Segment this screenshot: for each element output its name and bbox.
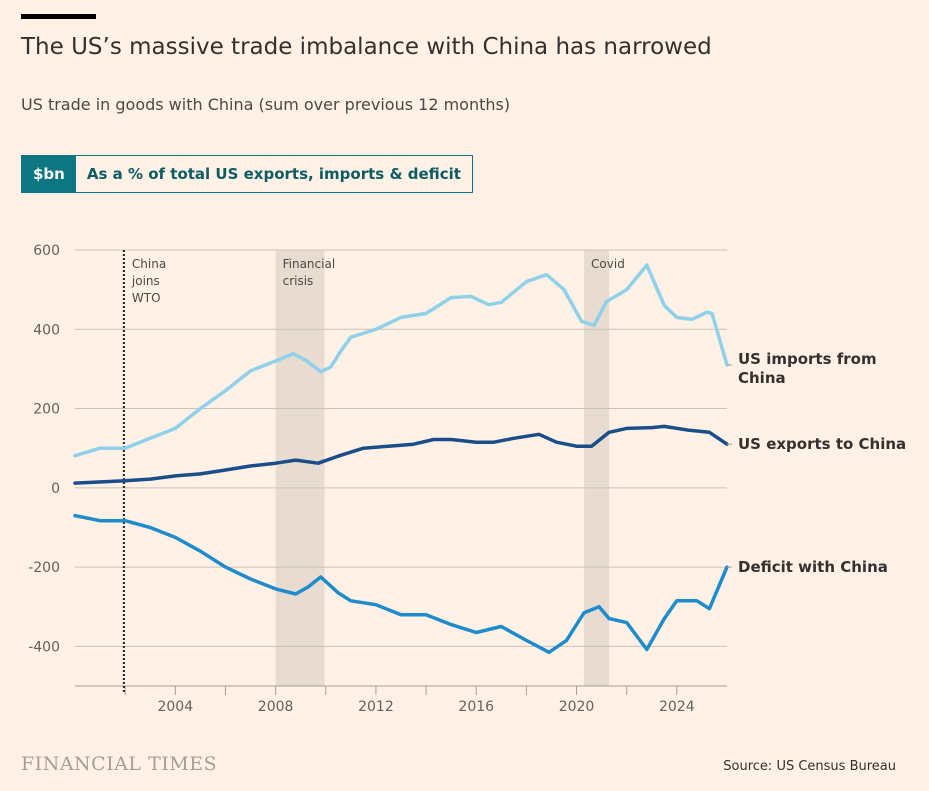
series-label: Deficit with China bbox=[738, 558, 888, 576]
chart-subtitle: US trade in goods with China (sum over p… bbox=[21, 95, 511, 114]
band-label: Financial bbox=[283, 257, 336, 271]
ft-logo: FINANCIAL TIMES bbox=[21, 753, 218, 775]
y-tick-label: -200 bbox=[28, 560, 60, 576]
shaded-band bbox=[275, 250, 325, 686]
x-tick-label: 2012 bbox=[358, 699, 394, 715]
y-tick-label: 400 bbox=[33, 322, 60, 338]
series-label: China bbox=[738, 369, 786, 387]
brand-bar bbox=[21, 14, 96, 19]
toggle-bn[interactable]: $bn bbox=[22, 156, 76, 192]
x-tick-label: 2004 bbox=[157, 699, 193, 715]
series-label: US imports from bbox=[738, 350, 877, 368]
y-tick-label: -400 bbox=[28, 639, 60, 655]
source-note: Source: US Census Bureau bbox=[723, 759, 896, 774]
y-tick-label: 600 bbox=[33, 243, 60, 259]
wto-label: joins bbox=[131, 274, 160, 288]
wto-label: WTO bbox=[132, 291, 161, 305]
x-tick-label: 2016 bbox=[458, 699, 494, 715]
unit-toggle: $bn As a % of total US exports, imports … bbox=[21, 155, 473, 193]
x-tick-label: 2008 bbox=[258, 699, 294, 715]
band-label: crisis bbox=[283, 274, 314, 288]
x-tick-label: 2020 bbox=[559, 699, 595, 715]
shaded-band bbox=[584, 250, 610, 686]
y-tick-label: 200 bbox=[33, 402, 60, 418]
wto-label: China bbox=[132, 257, 166, 271]
y-tick-label: 0 bbox=[51, 481, 60, 497]
band-label: Covid bbox=[591, 257, 625, 271]
series-line-1 bbox=[73, 424, 729, 485]
toggle-percent[interactable]: As a % of total US exports, imports & de… bbox=[86, 165, 461, 183]
chart-title: The US’s massive trade imbalance with Ch… bbox=[21, 34, 712, 60]
x-tick-label: 2024 bbox=[659, 699, 695, 715]
series-line-2 bbox=[73, 513, 729, 655]
series-label: US exports to China bbox=[738, 435, 906, 453]
series-line-0 bbox=[73, 263, 729, 458]
